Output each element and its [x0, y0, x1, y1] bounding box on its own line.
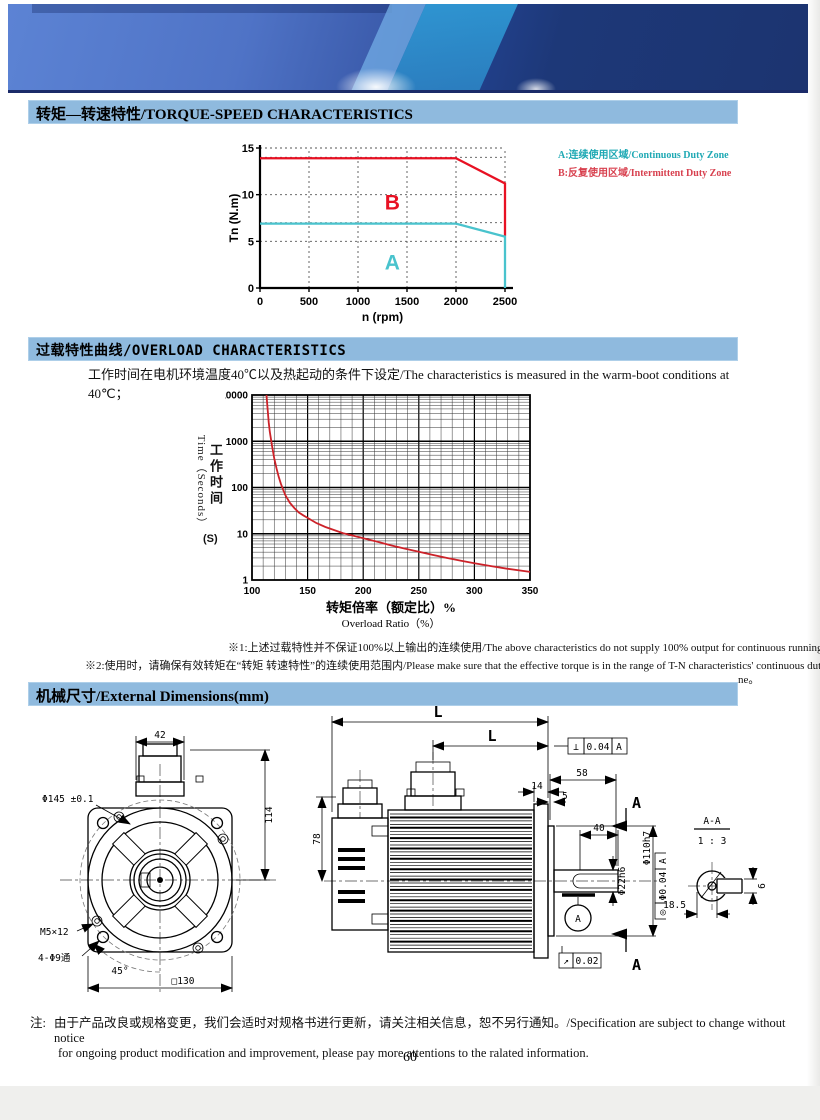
dim-spigot-diameter: Φ110h7	[642, 831, 653, 865]
svg-text:1000: 1000	[346, 296, 370, 308]
dim-tapped-holes: M5×12	[40, 927, 69, 938]
svg-text:100: 100	[244, 586, 261, 597]
front-view-geometry	[60, 743, 276, 992]
front-view-drawing: 42 114 Φ145 ±0.1 M5×12 4-Φ9通 45° □130	[38, 730, 276, 993]
section-arrow-bottom: A	[632, 956, 641, 974]
section-title: A-A	[703, 816, 720, 827]
section-title-torque-speed: 转矩—转速特性/TORQUE-SPEED CHARACTERISTICS	[28, 100, 738, 124]
svg-text:2000: 2000	[444, 296, 468, 308]
svg-text:转矩倍率（额定比）%: 转矩倍率（额定比）%	[326, 600, 456, 615]
dim-through-holes: 4-Φ9通	[38, 953, 71, 964]
dim-connector-width: 42	[154, 730, 165, 741]
page-edge-right	[807, 0, 820, 1120]
svg-text:10: 10	[242, 190, 254, 202]
torque-speed-chart: 0 500 1000 1500 2000 2500 0 5 10 15 n (rpm) Tn (N.m…	[227, 143, 517, 324]
section-view-drawing: A-A 1 : 3 6 18.5	[663, 816, 768, 919]
dim-shaft-length: 58	[576, 768, 588, 779]
svg-text:200: 200	[355, 586, 372, 597]
dim-overall-length: L	[433, 703, 442, 721]
page-number: 60	[403, 1050, 417, 1065]
footer-note: 注: 由于产品改良或规格变更，我们会适时对规格书进行更新，请关注相关信息，恕不另…	[30, 1012, 790, 1061]
svg-text:10: 10	[237, 529, 249, 540]
concentricity-datum: A	[658, 858, 666, 864]
section-arrow-top: A	[632, 794, 641, 812]
dim-spigot: 5	[562, 791, 568, 802]
concentricity-symbol: ◎	[660, 907, 666, 918]
svg-text:Tn (N.m): Tn (N.m)	[227, 194, 241, 243]
page-edge-bottom	[0, 1086, 820, 1120]
runout-frame: ↗ 0.02	[558, 946, 602, 969]
svg-text:2500: 2500	[493, 296, 517, 308]
section-view-dimensions: 6 18.5	[663, 867, 768, 919]
side-view-dimensions: L L ⊥ 0.04 A 58 14	[312, 703, 666, 974]
overload-ylabel-unit: (S)	[203, 533, 218, 545]
concentricity-frame: A Φ0.04 ◎	[654, 852, 666, 920]
svg-text:B: B	[385, 192, 400, 215]
svg-text:5: 5	[248, 236, 254, 248]
dim-flange-thickness: 14	[531, 781, 543, 792]
section-title-overload: 过载特性曲线/OVERLOAD CHARACTERISTICS	[28, 337, 738, 361]
perpendicularity-value: 0.04	[587, 742, 610, 753]
side-view-drawing: A L L ⊥ 0.04 A 5	[312, 703, 666, 974]
svg-text:A: A	[385, 251, 400, 274]
dim-encoder-height: 78	[312, 833, 323, 845]
concentricity-value: Φ0.04	[658, 871, 666, 900]
torque-speed-legend: A:连续使用区域/Continuous Duty Zone B:反复使用区域/I…	[558, 147, 731, 183]
perpendicularity-frame: ⊥ 0.04 A	[567, 737, 628, 755]
dim-height: 114	[264, 806, 275, 823]
runout-symbol: ↗	[563, 956, 569, 967]
legend-continuous-duty-zone: A:连续使用区域/Continuous Duty Zone	[558, 150, 729, 161]
header-banner	[8, 4, 808, 93]
runout-value: 0.02	[576, 956, 599, 967]
dim-body-length: L	[487, 727, 496, 745]
svg-text:150: 150	[299, 586, 316, 597]
banner-glow-small	[516, 78, 556, 90]
side-view-geometry: A	[324, 752, 660, 959]
section-title-dimensions: 机械尺寸/External Dimensions(mm)	[28, 682, 738, 706]
dim-key-length: 40	[593, 823, 605, 834]
svg-text:Overload Ratio（%）: Overload Ratio（%）	[342, 617, 441, 630]
svg-text:1: 1	[242, 576, 248, 587]
perpendicularity-symbol: ⊥	[573, 742, 579, 753]
overload-note-1: ※1:上述过载特性并不保证100%以上输出的连续使用/The above cha…	[228, 642, 820, 654]
dim-key-width: 6	[757, 883, 768, 889]
front-view-dimensions: 42 114 Φ145 ±0.1 M5×12 4-Φ9通 45° □130	[38, 730, 275, 993]
section-scale: 1 : 3	[698, 836, 727, 847]
footer-note-label: 注:	[30, 1016, 46, 1030]
svg-text:1500: 1500	[395, 296, 419, 308]
svg-text:100: 100	[231, 483, 248, 494]
svg-text:0: 0	[257, 296, 263, 308]
dim-bolt-circle: Φ145 ±0.1	[42, 794, 94, 805]
overload-subtitle: 工作时间在电机环境温度40℃以及热起动的条件下设定/The characteri…	[88, 367, 730, 401]
dim-square: □130	[172, 976, 195, 987]
svg-text:300: 300	[466, 586, 483, 597]
banner-glow	[336, 68, 416, 90]
overload-ylabel-chinese: 工作时间	[208, 443, 223, 507]
legend-intermittent-duty-zone: B:反复使用区域/Intermittent Duty Zone	[558, 168, 732, 179]
svg-text:350: 350	[522, 586, 539, 597]
svg-text:n (rpm): n (rpm)	[362, 310, 403, 324]
footer-note-line2: for ongoing product modification and imp…	[58, 1046, 589, 1060]
footer-note-line1: 由于产品改良或规格变更，我们会适时对规格书进行更新，请关注相关信息，恕不另行通知…	[53, 1016, 786, 1045]
svg-text:500: 500	[300, 296, 318, 308]
dim-shaft-diameter: Φ22h6	[617, 866, 628, 895]
datum-circle-label: A	[575, 914, 581, 925]
banner-top-band	[32, 4, 392, 13]
overload-note-2-tail: ne。	[738, 674, 760, 686]
svg-text:15: 15	[242, 143, 254, 155]
dim-hole-angle: 45°	[111, 966, 128, 977]
svg-text:1000: 1000	[226, 437, 249, 448]
overload-note-2: ※2:使用时，请确保有效转矩在“转矩 转速特性”的连续使用范围内/Please …	[85, 660, 820, 672]
perpendicularity-datum: A	[616, 742, 622, 753]
section-view-geometry: A-A 1 : 3	[688, 816, 744, 910]
dim-shaft-flat: 18.5	[663, 900, 686, 911]
svg-text:250: 250	[410, 586, 427, 597]
svg-text:0: 0	[248, 283, 254, 295]
